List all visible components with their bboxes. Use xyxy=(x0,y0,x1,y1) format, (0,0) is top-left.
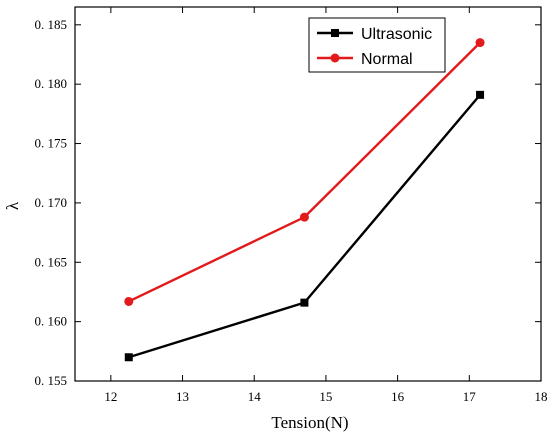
y-tick-label: 0. 170 xyxy=(35,195,68,210)
data-point-ultrasonic xyxy=(300,298,309,307)
legend-marker-ultrasonic xyxy=(331,29,339,37)
legend-label-ultrasonic: Ultrasonic xyxy=(361,26,432,43)
y-tick-label: 0. 185 xyxy=(35,17,68,32)
data-point-normal xyxy=(299,212,309,222)
x-tick-label: 18 xyxy=(535,389,548,404)
legend-box xyxy=(308,17,446,73)
x-axis: 12 13 14 15 16 17 18 xyxy=(104,7,548,404)
data-point-normal xyxy=(475,38,485,48)
x-axis-label: Tension(N) xyxy=(271,413,348,432)
data-point-ultrasonic xyxy=(124,353,133,362)
series-layer xyxy=(124,38,485,362)
series-line-normal xyxy=(128,41,481,303)
plot-border xyxy=(74,6,542,382)
y-tick-label: 0. 160 xyxy=(35,314,68,329)
y-axis-label: λ xyxy=(3,201,22,210)
x-tick-label: 14 xyxy=(248,389,262,404)
series-line-ultrasonic xyxy=(128,94,481,359)
legend: Ultrasonic Normal xyxy=(308,17,446,73)
plot-frame xyxy=(74,6,542,382)
legend-label-normal: Normal xyxy=(361,51,413,68)
x-tick-label: 12 xyxy=(104,389,117,404)
x-tick-label: 13 xyxy=(176,389,189,404)
legend-marker-normal xyxy=(330,53,340,63)
x-tick-label: 17 xyxy=(463,389,477,404)
y-axis: 0. 155 0. 160 0. 165 0. 170 0. 175 0. 180 0. 1… xyxy=(35,17,541,388)
x-tick-label: 15 xyxy=(319,389,332,404)
data-point-normal xyxy=(124,296,134,306)
y-tick-label: 0. 155 xyxy=(35,373,68,388)
y-tick-label: 0. 165 xyxy=(35,254,68,269)
y-tick-label: 0. 175 xyxy=(35,136,68,151)
data-point-ultrasonic xyxy=(476,90,485,99)
y-tick-label: 0. 180 xyxy=(35,76,68,91)
x-tick-label: 16 xyxy=(391,389,405,404)
